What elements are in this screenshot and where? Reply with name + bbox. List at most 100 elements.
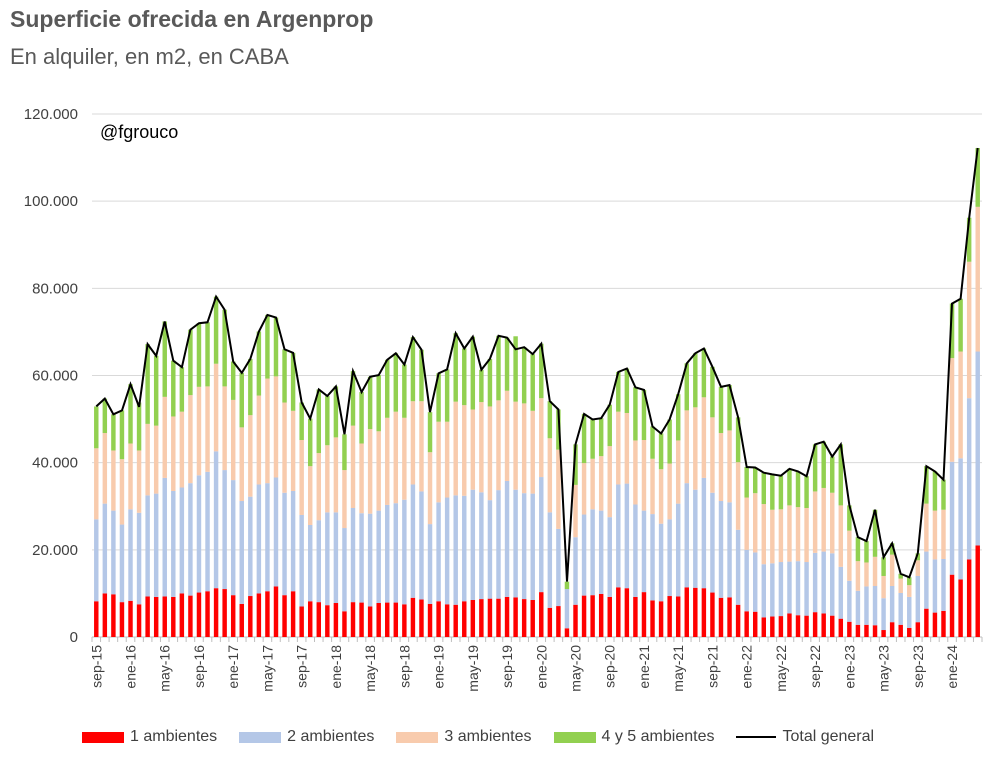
- bar-4-y-5-ambientes: [735, 417, 741, 463]
- bar-4-y-5-ambientes: [427, 412, 433, 453]
- bar-3-ambientes: [787, 505, 792, 562]
- bar-2-ambientes: [111, 510, 116, 595]
- bar-3-ambientes: [795, 507, 801, 562]
- bar-2-ambientes: [350, 507, 356, 603]
- bar-2-ambientes: [889, 586, 895, 623]
- bar-4-y-5-ambientes: [616, 372, 621, 412]
- bar-1-ambientes: [889, 622, 895, 637]
- bar-2-ambientes: [479, 492, 484, 600]
- bar-2-ambientes: [273, 477, 279, 587]
- bar-2-ambientes: [402, 499, 407, 605]
- bar-3-ambientes: [299, 440, 304, 515]
- bar-4-y-5-ambientes: [949, 303, 955, 359]
- bar-4-y-5-ambientes: [367, 376, 373, 430]
- bar-4-y-5-ambientes: [650, 426, 655, 459]
- bar-4-y-5-ambientes: [744, 467, 749, 498]
- bar-1-ambientes: [504, 596, 510, 637]
- bar-3-ambientes: [376, 431, 381, 511]
- bar-2-ambientes: [213, 451, 219, 589]
- bar-2-ambientes: [385, 504, 390, 603]
- bar-3-ambientes: [307, 466, 313, 525]
- bar-1-ambientes: [513, 597, 518, 637]
- bar-4-y-5-ambientes: [598, 418, 604, 457]
- bar-1-ambientes: [855, 624, 861, 637]
- x-tick-label: ene-23: [841, 645, 857, 689]
- bar-2-ambientes: [196, 475, 202, 593]
- bar-1-ambientes: [256, 593, 262, 637]
- legend-item-3-ambientes: 3 ambientes: [396, 728, 532, 746]
- bar-3-ambientes: [462, 405, 467, 496]
- x-tick-label: sep-20: [602, 645, 618, 688]
- bar-2-ambientes: [325, 512, 330, 606]
- x-tick-label: sep-19: [499, 645, 515, 688]
- bar-2-ambientes: [744, 549, 749, 612]
- bar-2-ambientes: [872, 586, 878, 626]
- bar-4-y-5-ambientes: [136, 402, 142, 451]
- chart-subtitle: En alquiler, en m2, en CABA: [10, 44, 289, 69]
- bar-2-ambientes: [684, 483, 689, 588]
- bar-4-y-5-ambientes: [325, 395, 330, 446]
- legend-item-1-ambientes: 1 ambientes: [82, 728, 217, 746]
- bar-3-ambientes: [290, 410, 296, 491]
- bar-3-ambientes: [966, 261, 972, 399]
- bar-3-ambientes: [504, 390, 510, 481]
- bar-1-ambientes: [299, 606, 304, 637]
- bar-4-y-5-ambientes: [864, 541, 869, 563]
- y-tick-label: 80.000: [32, 280, 78, 297]
- bar-2-ambientes: [230, 480, 236, 596]
- bar-1-ambientes: [273, 586, 279, 637]
- bar-2-ambientes: [804, 562, 809, 616]
- bar-2-ambientes: [958, 458, 963, 580]
- bar-3-ambientes: [641, 440, 647, 511]
- bar-4-y-5-ambientes: [787, 468, 792, 506]
- bar-2-ambientes: [556, 528, 561, 607]
- bar-4-y-5-ambientes: [556, 409, 561, 450]
- bar-2-ambientes: [410, 484, 416, 598]
- bar-1-ambientes: [102, 593, 108, 637]
- bar-4-y-5-ambientes: [333, 386, 339, 438]
- bar-1-ambientes: [376, 603, 381, 637]
- bar-4-y-5-ambientes: [915, 553, 921, 561]
- bar-2-ambientes: [222, 470, 227, 590]
- bar-1-ambientes: [864, 624, 869, 637]
- bar-4-y-5-ambientes: [573, 444, 578, 485]
- bar-3-ambientes: [812, 491, 818, 553]
- bar-3-ambientes: [684, 410, 689, 484]
- bar-4-y-5-ambientes: [145, 344, 150, 424]
- bar-2-ambientes: [898, 592, 903, 625]
- x-tick-label: may-22: [773, 645, 789, 692]
- bar-1-ambientes: [145, 596, 150, 637]
- bar-2-ambientes: [581, 514, 587, 596]
- bar-2-ambientes: [342, 528, 347, 612]
- bar-1-ambientes: [222, 589, 227, 637]
- bar-1-ambientes: [419, 599, 424, 637]
- bar-3-ambientes: [119, 459, 125, 525]
- bar-4-y-5-ambientes: [778, 475, 784, 510]
- bar-4-y-5-ambientes: [633, 387, 638, 441]
- bar-1-ambientes: [607, 596, 612, 637]
- bar-2-ambientes: [718, 501, 724, 598]
- bar-4-y-5-ambientes: [316, 389, 322, 454]
- bar-1-ambientes: [213, 588, 219, 637]
- bar-4-y-5-ambientes: [872, 509, 878, 557]
- bar-2-ambientes: [667, 519, 672, 597]
- bar-4-y-5-ambientes: [718, 386, 724, 434]
- bar-3-ambientes: [265, 378, 270, 484]
- legend-label: Total general: [782, 728, 875, 745]
- bar-4-y-5-ambientes: [453, 333, 458, 402]
- y-tick-label: 100.000: [24, 193, 78, 210]
- bar-3-ambientes: [915, 560, 921, 576]
- bar-2-ambientes: [299, 514, 304, 607]
- bar-2-ambientes: [359, 513, 364, 603]
- bar-1-ambientes: [830, 615, 835, 637]
- chart-title: Superficie ofrecida en Argenprop: [10, 6, 374, 32]
- bar-1-ambientes: [153, 596, 159, 637]
- bar-1-ambientes: [744, 611, 749, 637]
- bar-2-ambientes: [710, 492, 715, 593]
- bar-3-ambientes: [479, 402, 484, 493]
- bar-4-y-5-ambientes: [932, 471, 938, 511]
- bar-2-ambientes: [727, 502, 732, 598]
- bar-1-ambientes: [778, 616, 784, 637]
- bar-4-y-5-ambientes: [684, 363, 689, 411]
- bar-3-ambientes: [752, 493, 758, 553]
